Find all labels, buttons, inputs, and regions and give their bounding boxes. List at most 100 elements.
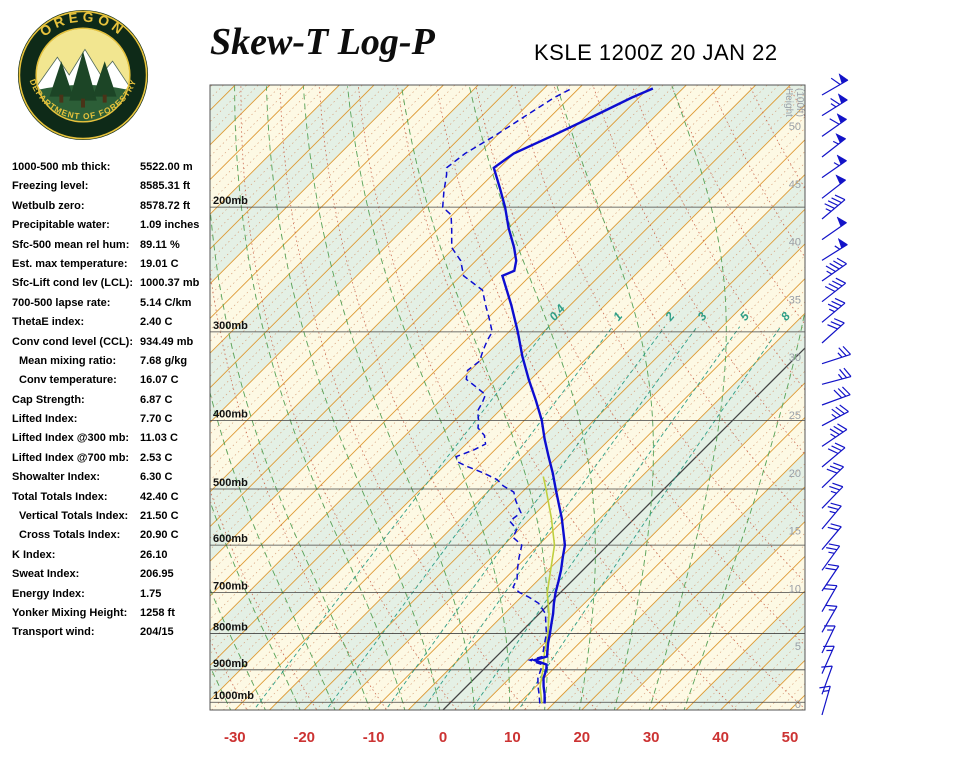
barb-half-tick [828, 551, 835, 554]
isotherm [210, 85, 375, 250]
isotherm-minor [292, 197, 805, 710]
moist-adiabat [210, 587, 266, 710]
index-label: Sweat Index: [12, 568, 80, 581]
isotherm-minor [210, 85, 675, 551]
index-row: Yonker Mixing Height: 1258 ft [12, 607, 212, 626]
barb-full-tick [834, 297, 846, 304]
temperature-curve [492, 87, 654, 704]
barb-full-tick [827, 324, 838, 330]
barb-full-tick [835, 277, 846, 284]
index-label: Lifted Index @300 mb: [12, 432, 130, 445]
index-value: 21.50 C [140, 510, 179, 523]
barb-half-tick [823, 689, 830, 693]
isotherm [210, 85, 548, 424]
isotherm-minor [210, 85, 641, 516]
barb-full-tick [827, 200, 839, 207]
height-tick-label: 0 [795, 699, 801, 711]
barb-full-tick [827, 448, 839, 455]
isotherms-minor [210, 85, 960, 710]
barb-pennant [835, 132, 847, 144]
isotherm-minor [813, 85, 960, 710]
isotherm [210, 85, 722, 597]
index-value: 20.90 C [140, 529, 179, 542]
isotherm [210, 85, 583, 458]
background-band [825, 85, 960, 710]
wind-barb [821, 482, 844, 509]
mixing-ratio-line [253, 326, 550, 710]
isotherm-minor [489, 393, 805, 710]
dry-adiabat [240, 86, 458, 710]
barb-full-tick [831, 300, 842, 307]
barb-half-tick [829, 510, 836, 514]
pressure-label: 700mb [213, 581, 248, 593]
index-label: Lifted Index @700 mb: [12, 451, 130, 464]
isotherm-minor [431, 336, 805, 710]
page-title: Skew-T Log-P [210, 21, 435, 63]
isotherm-minor [210, 85, 606, 481]
isotherm-minor [210, 85, 571, 447]
mixing-ratio-line [325, 326, 613, 710]
barb-half-tick [830, 103, 837, 108]
wind-barb [821, 297, 846, 323]
barb-full-tick [829, 465, 841, 471]
barb-full-tick [831, 445, 842, 452]
temp-tick-label: 20 [573, 729, 590, 746]
height-tick-label: 10 [789, 583, 801, 595]
wind-barb [821, 367, 852, 385]
height-tick-label: 5 [795, 641, 801, 653]
wind-barb [821, 604, 838, 633]
index-row: Transport wind: 204/15 [12, 626, 212, 645]
index-label: Precipitable water: [12, 219, 110, 232]
barb-full-tick [828, 543, 840, 547]
dry-adiabat [210, 489, 318, 710]
isotherm [581, 486, 805, 710]
index-row: K Index: 26.10 [12, 549, 212, 568]
barb-half-tick [837, 373, 843, 380]
isotherm [373, 277, 805, 710]
barb-full-tick [827, 526, 839, 531]
wind-barb [821, 237, 848, 261]
index-value: 16.07 C [140, 374, 179, 387]
barb-full-tick [829, 262, 840, 270]
index-label: Vertical Totals Index: [19, 510, 129, 523]
index-row: Vertical Totals Index: 21.50 C [12, 510, 212, 529]
index-label: Sfc-Lift cond lev (LCL): [12, 277, 133, 290]
pressure-label: 400mb [213, 408, 248, 420]
index-value: 26.10 [140, 548, 168, 561]
barb-half-tick [837, 352, 843, 358]
isotherm [650, 555, 805, 710]
moist-adiabat [302, 86, 476, 710]
station-label: KSLE 1200Z 20 JAN 22 [534, 40, 778, 65]
barb-full-tick [827, 506, 839, 511]
barb-full-tick [819, 685, 831, 689]
height-tick-label: 30 [789, 352, 801, 364]
index-label: Freezing level: [12, 180, 89, 193]
dewpoint-curve [441, 87, 573, 704]
index-value: 1000.37 mb [140, 277, 200, 290]
barb-full-tick [831, 197, 842, 204]
isotherm-minor [327, 231, 805, 710]
isotherm-minor [257, 162, 805, 710]
barb-full-tick [823, 588, 835, 591]
temp-tick-label: 50 [782, 729, 799, 746]
barb-full-tick [827, 563, 839, 567]
wind-barb [821, 502, 842, 530]
pressure-label: 600mb [213, 533, 248, 545]
isotherm-minor [350, 255, 805, 710]
index-label: Conv temperature: [19, 374, 117, 387]
barb-full-tick [833, 462, 844, 468]
index-value: 8578.72 ft [140, 199, 191, 212]
wind-barb [821, 625, 836, 654]
wind-barb [821, 386, 851, 406]
barb-full-tick [838, 347, 847, 357]
barb-staff [821, 665, 833, 695]
isotherm-minor [211, 116, 805, 710]
index-label: Transport wind: [12, 626, 95, 639]
isotherm [210, 85, 340, 215]
barb-full-tick [830, 321, 842, 327]
index-row: Mean mixing ratio: 7.68 g/kg [12, 355, 212, 374]
isotherm [477, 382, 805, 710]
height-tick-label: 45 [789, 179, 801, 191]
background-band [210, 85, 805, 701]
